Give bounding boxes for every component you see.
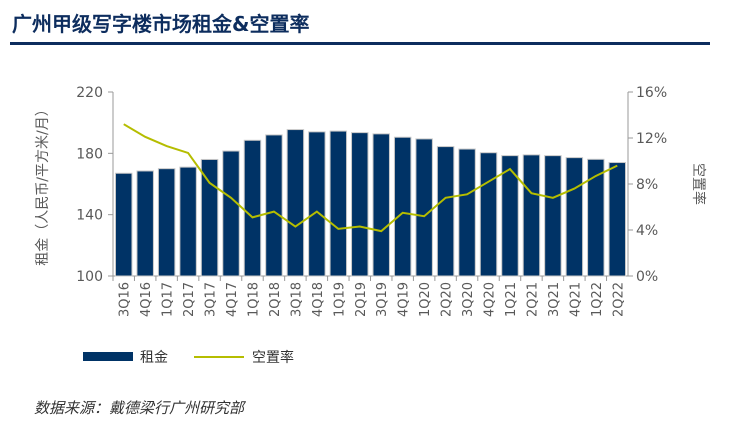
x-tick-label: 4Q17	[225, 282, 240, 317]
bar-4Q19	[393, 136, 412, 277]
bar-3Q19	[372, 133, 390, 277]
legend-label-vacancy: 空置率	[252, 349, 294, 366]
bar-3Q18	[286, 129, 305, 277]
bar-2Q22	[608, 162, 627, 277]
bar-2Q21	[522, 154, 541, 277]
x-tick-label: 4Q19	[397, 282, 412, 317]
x-tick-label: 3Q21	[547, 282, 562, 317]
x-tick-label: 1Q20	[418, 282, 433, 317]
y2-tick-label: 8%	[636, 177, 658, 193]
x-tick-label: 2Q20	[440, 282, 455, 317]
legend-label-rent: 租金	[140, 350, 168, 366]
x-tick-label: 2Q22	[611, 282, 626, 317]
bar-4Q20	[479, 152, 498, 277]
y-tick-label: 180	[76, 146, 103, 162]
x-tick-label: 3Q19	[375, 282, 390, 317]
y2-tick-label: 16%	[636, 85, 667, 101]
x-tick-label: 3Q20	[461, 282, 476, 317]
bar-4Q21	[565, 157, 584, 277]
bar-1Q22	[587, 158, 605, 277]
page-title: 广州甲级写字楼市场租金&空置率	[12, 12, 310, 36]
bar-1Q19	[329, 130, 348, 277]
x-tick-label: 3Q17	[204, 282, 219, 317]
y2-axis-label: 空置率	[690, 163, 707, 205]
source-note: 数据来源：戴德梁行广州研究部	[34, 399, 245, 417]
y-tick-label: 140	[76, 208, 103, 224]
x-tick-label: 4Q18	[311, 282, 326, 317]
y-tick-label: 220	[76, 85, 103, 101]
x-tick-label: 1Q17	[161, 282, 176, 317]
x-tick-label: 1Q19	[332, 282, 347, 317]
bar-3Q20	[458, 148, 476, 277]
x-tick-label: 3Q18	[289, 282, 304, 317]
y2-tick-label: 12%	[636, 131, 667, 147]
bar-2Q19	[351, 132, 369, 277]
y2-tick-label: 4%	[636, 223, 658, 239]
bar-4Q18	[308, 131, 326, 277]
x-tick-label: 2Q21	[525, 282, 540, 317]
bar-1Q17	[157, 168, 176, 277]
x-tick-label: 2Q17	[182, 282, 197, 317]
x-tick-label: 4Q21	[568, 282, 583, 317]
bar-3Q16	[115, 172, 133, 277]
x-tick-label: 1Q21	[504, 282, 519, 317]
title-divider	[10, 42, 710, 45]
x-tick-label: 2Q19	[354, 282, 369, 317]
x-tick-label: 4Q20	[483, 282, 498, 317]
y-axis-label: 租金（人民币/平方米/月）	[35, 102, 51, 265]
bar-1Q20	[415, 138, 433, 277]
bar-2Q20	[436, 146, 455, 277]
y-tick-label: 100	[76, 269, 103, 285]
x-tick-label: 1Q22	[590, 282, 605, 317]
bar-1Q18	[243, 139, 262, 277]
bar-2Q18	[265, 134, 283, 277]
x-tick-label: 1Q18	[246, 282, 261, 317]
x-tick-label: 2Q18	[268, 282, 283, 317]
bar-1Q21	[501, 155, 519, 277]
bar-4Q16	[136, 170, 154, 277]
y2-tick-label: 0%	[636, 269, 658, 285]
legend-bar-swatch	[83, 352, 133, 361]
x-tick-label: 4Q16	[139, 282, 154, 317]
bar-3Q21	[544, 155, 562, 277]
bar-3Q17	[200, 158, 219, 277]
vacancy-line	[123, 123, 618, 233]
bar-4Q17	[222, 150, 240, 277]
x-tick-label: 3Q16	[118, 282, 133, 317]
bar-2Q17	[179, 166, 197, 277]
